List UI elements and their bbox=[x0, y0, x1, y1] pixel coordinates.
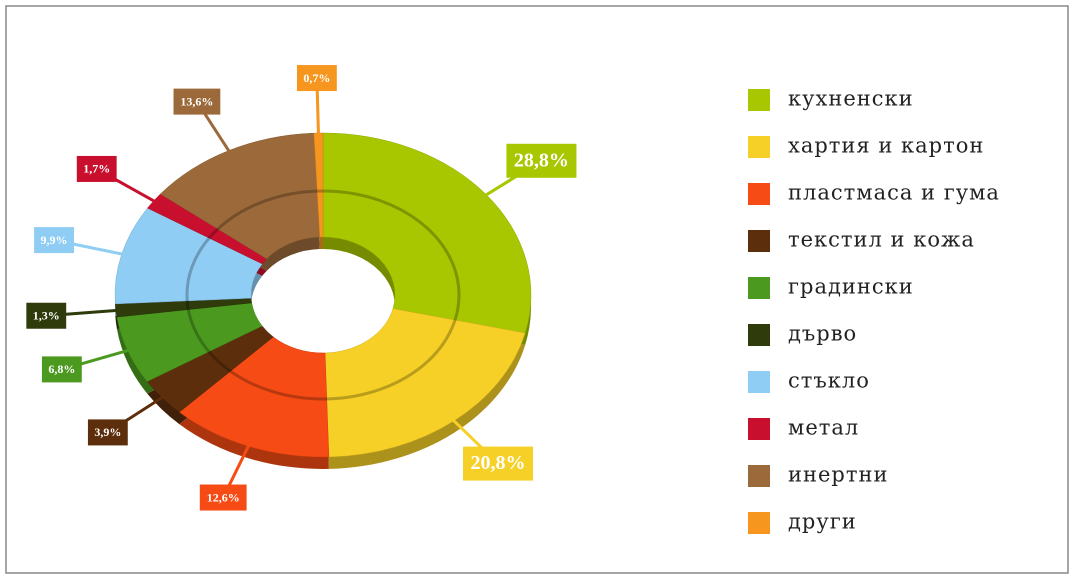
data-label: 6,8% bbox=[48, 362, 75, 376]
label-box bbox=[26, 302, 67, 329]
slice bbox=[313, 132, 324, 238]
legend-label: хартия и картон bbox=[788, 134, 984, 158]
data-label: 13,6% bbox=[180, 94, 213, 108]
slice bbox=[159, 132, 321, 260]
legend-swatch bbox=[748, 324, 770, 346]
data-label: 3,9% bbox=[94, 425, 121, 439]
legend-label: кухненски bbox=[788, 87, 914, 111]
label-box bbox=[463, 446, 534, 481]
legend-label: градински bbox=[788, 275, 914, 299]
legend-label: дърво bbox=[788, 322, 857, 346]
data-label: 9,9% bbox=[41, 233, 68, 247]
label-box bbox=[34, 227, 74, 254]
data-label: 28,8% bbox=[514, 149, 569, 171]
legend-label: стъкло bbox=[788, 369, 870, 393]
legend-swatch bbox=[748, 136, 770, 158]
label-box bbox=[173, 88, 221, 115]
legend-swatch bbox=[748, 418, 770, 440]
legend-swatch bbox=[748, 183, 770, 205]
legend-swatch bbox=[748, 89, 770, 111]
legend: кухненски хартия и картон пластмаса и гума… bbox=[748, 87, 1000, 534]
legend-swatch bbox=[748, 277, 770, 299]
label-box bbox=[41, 356, 82, 383]
label-box bbox=[87, 419, 128, 446]
data-label: 20,8% bbox=[471, 452, 526, 474]
legend-label: други bbox=[788, 510, 857, 534]
slice bbox=[324, 308, 526, 458]
legend-label: текстил и кожа bbox=[788, 228, 975, 252]
inner-ring bbox=[185, 189, 461, 401]
label-box bbox=[199, 484, 247, 511]
label-box bbox=[296, 65, 337, 92]
legend-label: инертни bbox=[788, 463, 888, 487]
data-label: 12,6% bbox=[207, 490, 240, 504]
legend-swatch bbox=[748, 512, 770, 534]
labels: 28,8% 20,8% 12,6% 3,9% 6,8% 1,3% 9,9% 1,7% 13,6%… bbox=[26, 65, 577, 511]
data-label: 0,7% bbox=[303, 71, 330, 85]
slice bbox=[322, 132, 532, 334]
legend-swatch bbox=[748, 371, 770, 393]
slice bbox=[178, 336, 330, 458]
label-box bbox=[506, 143, 577, 178]
data-label: 1,7% bbox=[83, 162, 110, 176]
slices bbox=[114, 132, 532, 458]
legend-swatch bbox=[748, 465, 770, 487]
legend-label: пластмаса и гума bbox=[788, 181, 1000, 205]
data-label: 1,3% bbox=[33, 308, 60, 322]
legend-swatch bbox=[748, 230, 770, 252]
legend-label: метал bbox=[788, 416, 859, 440]
label-box bbox=[76, 155, 117, 182]
